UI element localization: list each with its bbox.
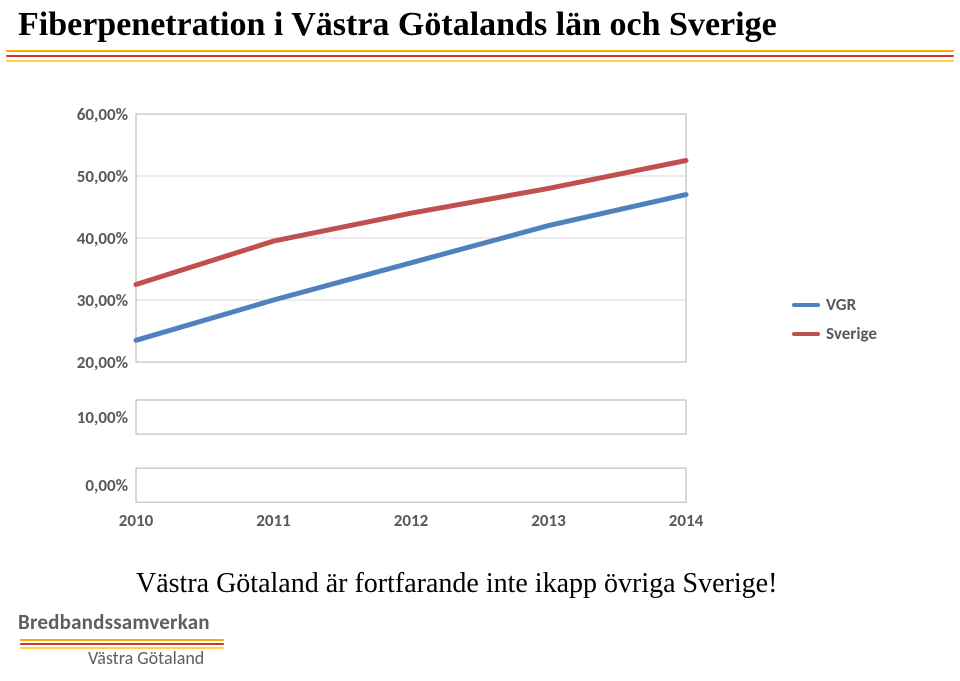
footer-rule-line [20,639,224,641]
legend-item: Sverige [792,323,877,344]
rule-line [6,60,954,62]
x-tick-label: 2014 [651,510,721,531]
rule-line [6,55,954,57]
legend-item: VGR [792,294,877,315]
footer-logo: Bredbandssamverkan Västra Götaland [18,609,224,669]
rule-line [6,50,954,52]
chart-svg [52,96,882,554]
x-tick-label: 2010 [101,510,171,531]
legend-swatch [792,332,820,336]
slide: Fiberpenetration i Västra Götalands län … [0,0,960,681]
footer-rule-line [20,643,224,645]
x-tick-label: 2011 [239,510,309,531]
y-tick-label: 20,00% [64,352,128,373]
x-tick-label: 2013 [514,510,584,531]
y-tick-label: 40,00% [64,228,128,249]
y-tick-label: 0,00% [64,475,128,496]
legend-swatch [792,303,820,307]
y-tick-label: 60,00% [64,104,128,125]
footer-title: Bredbandssamverkan [18,609,224,635]
line-chart: 0,00% 10,00% 20,00% 30,00% 40,00% 50,00% 60,00… [52,96,882,554]
y-tick-label: 30,00% [64,290,128,311]
title-rule [6,50,954,65]
footer-subtitle: Västra Götaland [88,647,224,669]
legend: VGR Sverige [792,294,877,352]
legend-label: VGR [826,294,856,315]
legend-label: Sverige [826,323,877,344]
x-tick-label: 2012 [376,510,446,531]
caption-text: Västra Götaland är fortfarande inte ikap… [136,568,777,600]
page-title: Fiberpenetration i Västra Götalands län … [18,6,777,44]
y-tick-label: 50,00% [64,166,128,187]
y-tick-label: 10,00% [64,407,128,428]
